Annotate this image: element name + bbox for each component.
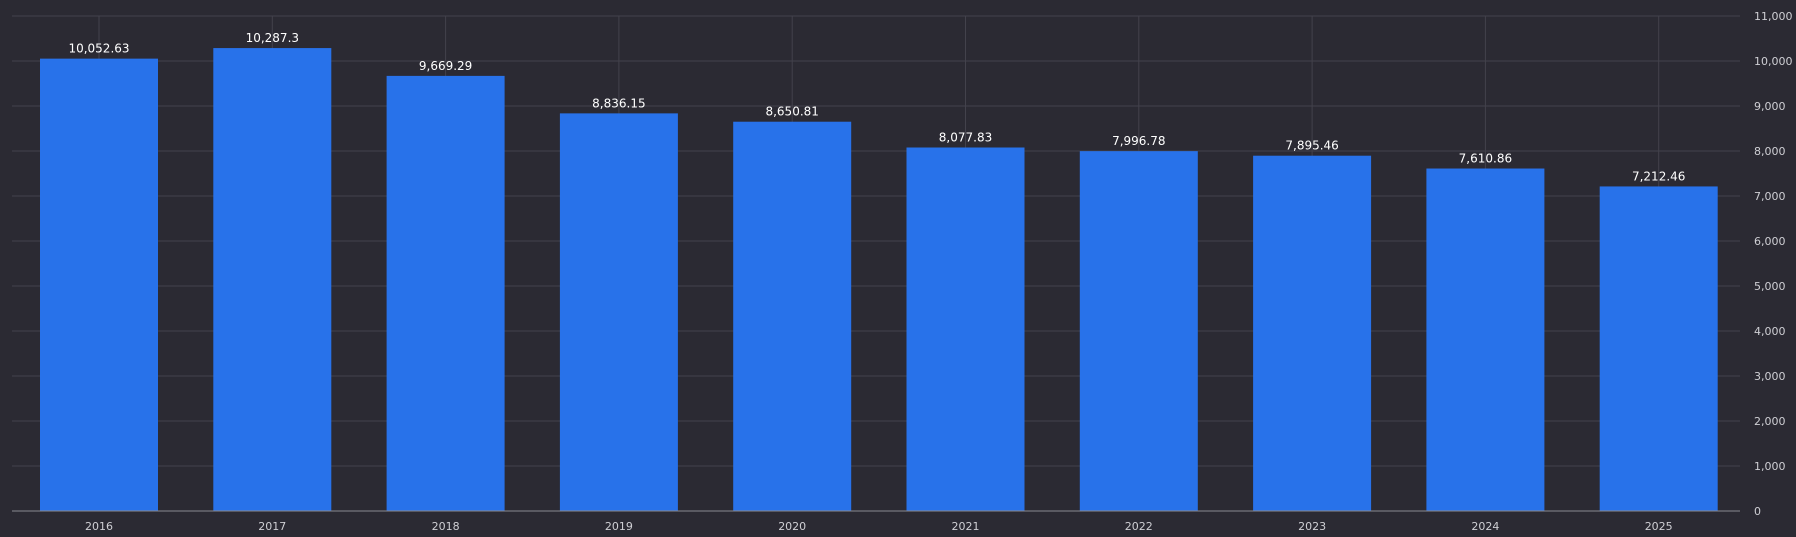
x-tick-label: 2025 (1645, 520, 1673, 533)
y-tick-label: 10,000 (1754, 55, 1793, 68)
data-label: 7,212.46 (1632, 169, 1685, 183)
bar (906, 147, 1025, 511)
y-tick-label: 4,000 (1754, 325, 1786, 338)
data-label: 7,996.78 (1112, 134, 1165, 148)
bar (40, 58, 158, 511)
bar (386, 75, 505, 511)
x-tick-label: 2022 (1125, 520, 1153, 533)
x-tick-label: 2023 (1298, 520, 1326, 533)
y-tick-label: 8,000 (1754, 145, 1786, 158)
y-tick-label: 9,000 (1754, 100, 1786, 113)
bar (1079, 151, 1198, 511)
bar (559, 113, 678, 511)
y-tick-label: 0 (1754, 505, 1761, 518)
x-tick-label: 2017 (258, 520, 286, 533)
y-tick-label: 5,000 (1754, 280, 1786, 293)
y-tick-label: 1,000 (1754, 460, 1786, 473)
x-tick-label: 2016 (85, 520, 113, 533)
data-label: 8,077.83 (939, 130, 992, 144)
bar (1599, 186, 1718, 511)
data-label: 10,287.3 (246, 31, 299, 45)
bar (1253, 155, 1372, 512)
bars (40, 48, 1718, 512)
data-label: 7,895.46 (1285, 139, 1338, 153)
x-tick-label: 2024 (1471, 520, 1499, 533)
data-label: 9,669.29 (419, 59, 472, 73)
data-label: 8,836.15 (592, 96, 645, 110)
data-label: 7,610.86 (1459, 152, 1512, 166)
data-label: 8,650.81 (765, 105, 818, 119)
y-tick-label: 11,000 (1754, 10, 1793, 23)
y-tick-label: 7,000 (1754, 190, 1786, 203)
y-tick-label: 2,000 (1754, 415, 1786, 428)
x-tick-label: 2019 (605, 520, 633, 533)
x-tick-label: 2018 (432, 520, 460, 533)
x-tick-label: 2021 (952, 520, 980, 533)
data-label: 10,052.63 (68, 42, 129, 56)
bar (733, 121, 852, 511)
value-labels: 10,052.63 10,287.3 9,669.29 8,836.15 8,650.8… (68, 31, 1685, 183)
y-tick-label: 3,000 (1754, 370, 1786, 383)
y-tick-label: 6,000 (1754, 235, 1786, 248)
bar (1426, 168, 1545, 512)
axes: 0 1,000 2,000 3,000 4,000 5,000 6,000 7,000 8,00… (12, 10, 1793, 533)
bar (213, 48, 332, 511)
x-tick-label: 2020 (778, 520, 806, 533)
